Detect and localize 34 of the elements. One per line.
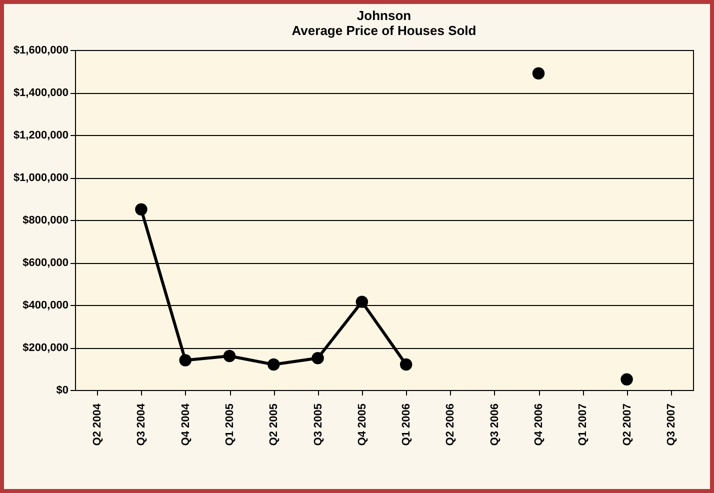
- chart-title: Johnson: [356, 8, 412, 23]
- y-tick-label: $0: [56, 384, 68, 396]
- point: [400, 358, 412, 371]
- y-tick-label: $1,000,000: [13, 172, 68, 184]
- chart-subtitle: Average Price of Houses Sold: [292, 23, 476, 38]
- point: [268, 358, 280, 371]
- x-tick-label: Q1 2007: [577, 404, 590, 446]
- x-tick-label: Q4 2006: [533, 404, 545, 446]
- x-tick-label: Q2 2007: [621, 404, 634, 446]
- x-tick-label: Q3 2006: [488, 404, 501, 446]
- y-tick-label: $600,000: [22, 257, 68, 269]
- point: [312, 352, 324, 364]
- x-tick-label: Q2 2005: [268, 404, 280, 446]
- x-tick-label: Q3 2007: [665, 404, 678, 446]
- y-tick-label: $400,000: [22, 300, 68, 312]
- x-tick-label: Q1 2006: [400, 404, 413, 446]
- y-tick-label: $200,000: [22, 342, 68, 354]
- x-tick-label: Q3 2004: [136, 402, 148, 446]
- point: [356, 296, 368, 308]
- x-tick-label: Q4 2005: [356, 404, 368, 446]
- point: [179, 354, 192, 366]
- y-tick-label: $800,000: [22, 214, 68, 226]
- y-tick-label: $1,200,000: [13, 130, 68, 142]
- point: [223, 350, 236, 362]
- x-tick-label: Q2 2006: [444, 404, 457, 446]
- y-tick-label: $1,600,000: [13, 44, 68, 56]
- point: [532, 67, 545, 80]
- x-tick-label: Q1 2005: [224, 404, 236, 446]
- point: [620, 373, 633, 386]
- x-tick-label: Q3 2005: [312, 404, 324, 446]
- x-tick-label: Q2 2004: [92, 402, 104, 446]
- point: [135, 203, 148, 216]
- x-tick-label: Q4 2004: [180, 402, 192, 446]
- y-tick-label: $1,400,000: [13, 87, 68, 99]
